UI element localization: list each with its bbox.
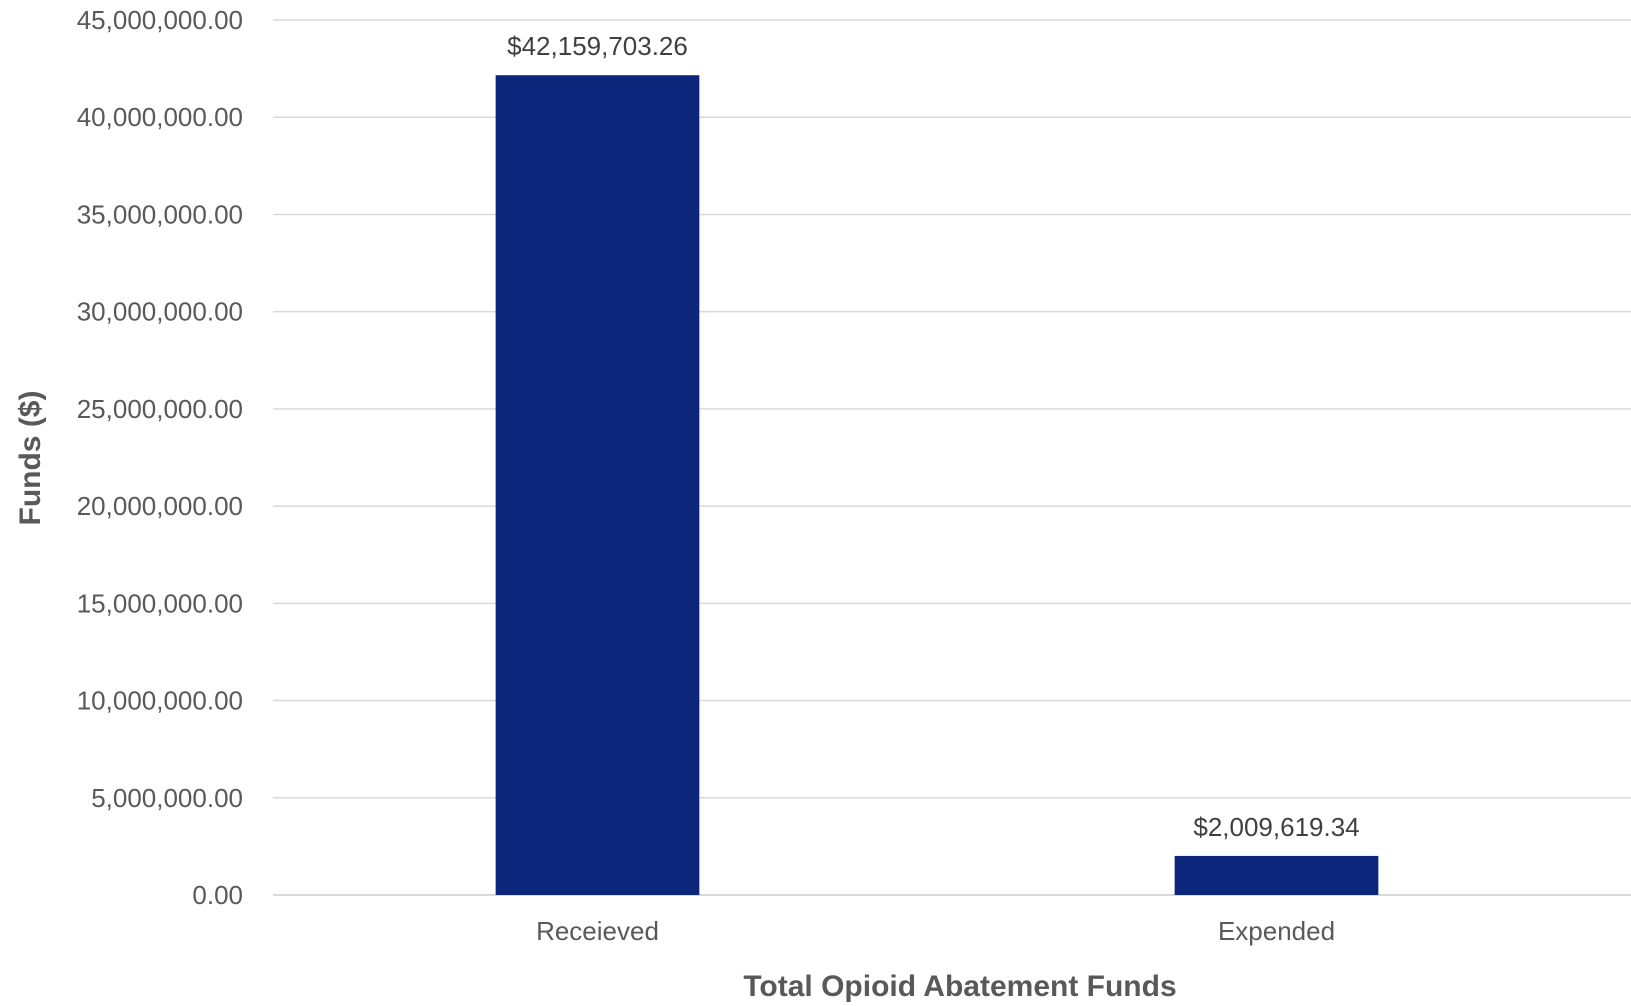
x-axis-title: Total Opioid Abatement Funds [743,970,1176,1003]
bar-receieved [495,75,700,896]
y-axis-title: Funds ($) [14,391,47,526]
data-labels: $42,159,703.26 $2,009,619.34 [507,31,1360,842]
bar-expended [1174,855,1379,895]
bars [495,75,1379,896]
x-axis-categories: Receieved Expended [536,916,1335,946]
y-tick-label: 20,000,000.00 [77,491,243,521]
category-label-expended: Expended [1218,916,1335,946]
data-label-expended: $2,009,619.34 [1193,812,1359,842]
y-tick-label: 30,000,000.00 [77,297,243,327]
category-label-receieved: Receieved [536,916,659,946]
y-tick-label: 40,000,000.00 [77,102,243,132]
y-tick-label: 5,000,000.00 [91,783,243,813]
y-tick-label: 10,000,000.00 [77,686,243,716]
y-tick-label: 45,000,000.00 [77,5,243,35]
y-tick-label: 0.00 [192,880,243,910]
gridlines [273,19,1631,896]
data-label-receieved: $42,159,703.26 [507,31,688,61]
y-axis-ticks: 0.00 5,000,000.00 10,000,000.00 15,000,000.… [77,5,243,910]
y-tick-label: 15,000,000.00 [77,588,243,618]
y-tick-label: 25,000,000.00 [77,394,243,424]
y-tick-label: 35,000,000.00 [77,199,243,229]
